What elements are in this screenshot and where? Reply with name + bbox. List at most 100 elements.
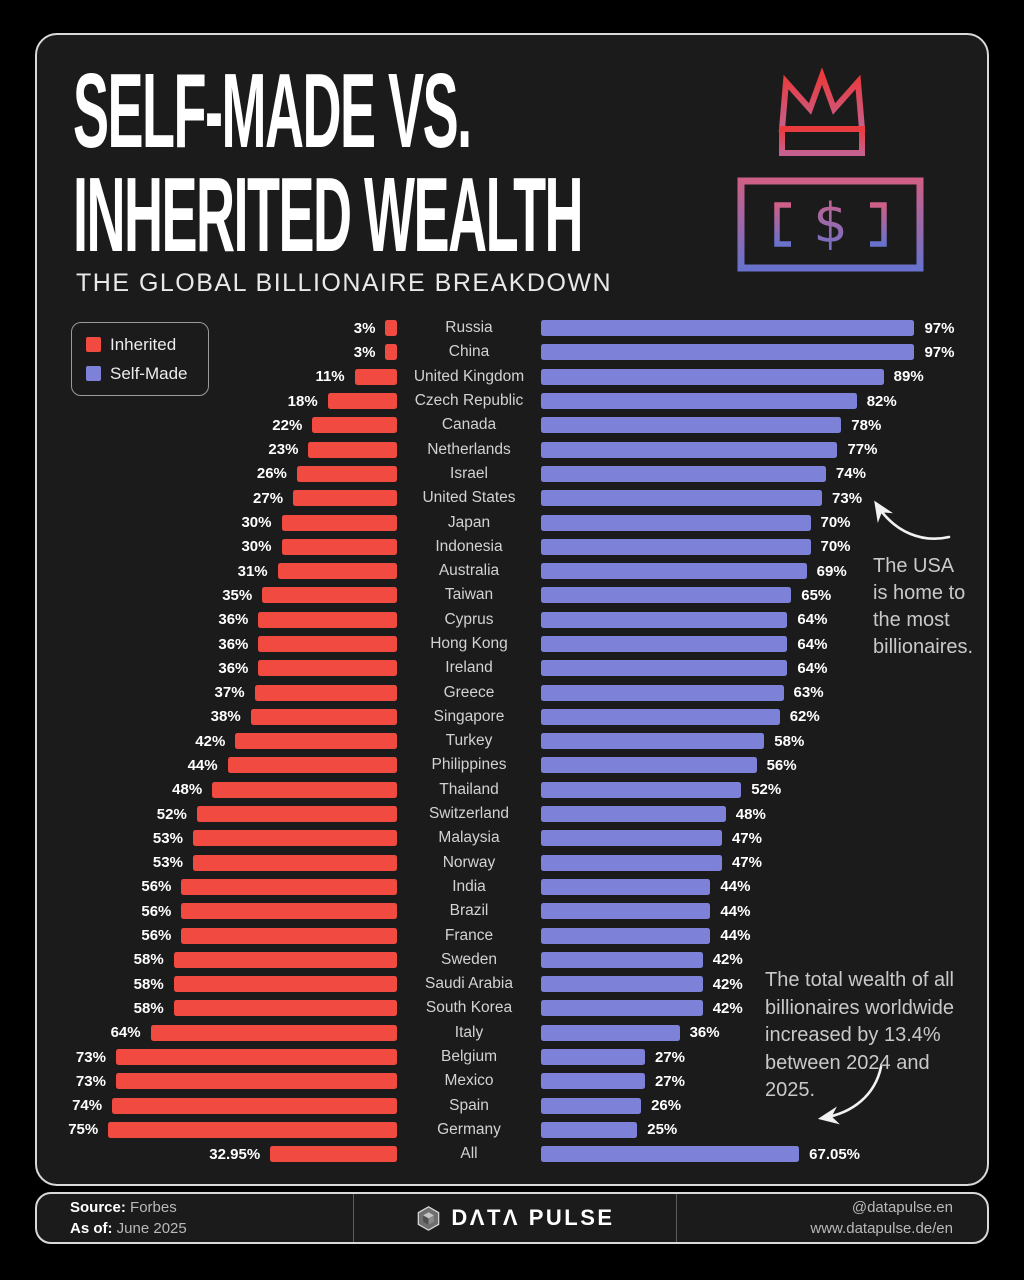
inherited-bar (262, 587, 397, 604)
selfmade-bar (541, 1000, 703, 1017)
inherited-value-label: 75% (68, 1121, 99, 1139)
chart-row: 31% Australia 69% (37, 559, 991, 583)
country-label: South Korea (425, 999, 513, 1017)
selfmade-value-label: 74% (835, 465, 866, 483)
selfmade-value-label: 58% (774, 732, 805, 750)
selfmade-value-label: 42% (712, 999, 743, 1017)
selfmade-value-label: 65% (801, 586, 832, 604)
inherited-value-label: 44% (187, 756, 218, 774)
selfmade-bar (541, 854, 722, 871)
title-line1: SELF-MADE VS. (73, 52, 472, 170)
selfmade-value-label: 27% (654, 1048, 685, 1066)
inherited-bar (281, 538, 397, 555)
inherited-value-label: 3% (353, 343, 376, 361)
selfmade-bar (541, 465, 826, 482)
inherited-bar (281, 514, 397, 531)
legend-label-selfmade: Self-Made (110, 363, 188, 383)
selfmade-value-label: 42% (712, 951, 743, 969)
selfmade-bar (541, 368, 884, 385)
country-label: Germany (437, 1120, 501, 1138)
selfmade-bar (541, 636, 788, 652)
inherited-bar (192, 854, 397, 871)
chart-row: 48% Thailand 52% (37, 778, 991, 802)
chart-row: 58% South Korea 42% (37, 996, 991, 1020)
inherited-bar (235, 733, 397, 750)
inherited-value-label: 53% (152, 829, 183, 847)
svg-text:$: $ (813, 192, 847, 255)
country-label: Singapore (433, 707, 505, 725)
chart-row: 27% United States 73% (37, 486, 991, 510)
brand-name: DΛTΛ PULSE (451, 1205, 615, 1230)
inherited-value-label: 56% (141, 927, 172, 945)
selfmade-bar (541, 927, 711, 944)
inherited-bar (327, 393, 397, 410)
selfmade-bar (541, 1073, 645, 1090)
inherited-bar (308, 441, 397, 458)
selfmade-value-label: 36% (689, 1024, 720, 1042)
chart-row: 36% Cyprus 64% (37, 608, 991, 632)
chart-row: 30% Japan 70% (37, 510, 991, 534)
selfmade-value-label: 97% (924, 343, 955, 361)
inherited-bar (258, 636, 397, 652)
social-handle: @datapulse.en (851, 1199, 953, 1216)
chart-row: 23% Netherlands 77% (37, 437, 991, 461)
chart-row: 22% Canada 78% (37, 413, 991, 437)
inherited-value-label: 37% (214, 684, 245, 702)
selfmade-bar (541, 757, 757, 774)
selfmade-value-label: 47% (731, 829, 762, 847)
selfmade-swatch (86, 366, 101, 381)
money-icon: $ (737, 177, 924, 272)
inherited-value-label: 18% (287, 392, 318, 410)
chart-row: 74% Spain 26% (37, 1094, 991, 1118)
inherited-value-label: 3% (353, 319, 376, 337)
country-label: Thailand (439, 780, 499, 798)
selfmade-bar (541, 733, 765, 750)
inherited-bar (115, 1049, 397, 1066)
inherited-bar (227, 757, 397, 774)
selfmade-bar (541, 320, 915, 337)
selfmade-bar (541, 1121, 638, 1138)
chart-row: 11% United Kingdom 89% (37, 365, 991, 389)
country-label: Spain (449, 1096, 489, 1114)
inherited-bar (254, 684, 397, 701)
inherited-value-label: 58% (133, 951, 164, 969)
chart-row: 73% Mexico 27% (37, 1069, 991, 1093)
inherited-bar (192, 830, 397, 847)
country-label: Norway (442, 853, 496, 871)
country-label: Australia (438, 562, 500, 580)
chart-row: 3% China 97% (37, 340, 991, 364)
inherited-value-label: 52% (156, 805, 187, 823)
inherited-value-label: 32.95% (209, 1145, 261, 1163)
selfmade-value-label: 63% (793, 684, 824, 702)
inherited-bar (296, 465, 397, 482)
selfmade-bar (541, 684, 784, 701)
selfmade-bar (541, 441, 838, 458)
inherited-bar (115, 1073, 397, 1090)
country-label: Ireland (445, 659, 493, 677)
inherited-value-label: 36% (218, 611, 249, 629)
inherited-value-label: 36% (218, 659, 249, 677)
country-label: Switzerland (428, 805, 510, 823)
selfmade-bar (541, 1146, 800, 1163)
inherited-bar (173, 976, 397, 993)
inherited-value-label: 42% (195, 732, 226, 750)
inherited-bar (181, 878, 397, 895)
selfmade-value-label: 62% (789, 708, 820, 726)
chart-row: 18% Czech Republic 82% (37, 389, 991, 413)
source-value: Forbes (130, 1199, 177, 1216)
legend-label-inherited: Inherited (110, 334, 177, 354)
inherited-value-label: 74% (72, 1097, 103, 1115)
country-label: Philippines (431, 756, 507, 774)
selfmade-bar (541, 344, 915, 361)
country-label: Czech Republic (414, 392, 524, 410)
chart-row: 38% Singapore 62% (37, 705, 991, 729)
selfmade-value-label: 73% (832, 489, 863, 507)
selfmade-bar (541, 1097, 642, 1114)
selfmade-value-label: 25% (647, 1121, 678, 1139)
inherited-value-label: 64% (110, 1024, 141, 1042)
inherited-value-label: 58% (133, 975, 164, 993)
chart-row: 36% Hong Kong 64% (37, 632, 991, 656)
country-label: Canada (441, 416, 497, 434)
selfmade-value-label: 44% (720, 878, 751, 896)
country-label: Russia (445, 319, 493, 337)
